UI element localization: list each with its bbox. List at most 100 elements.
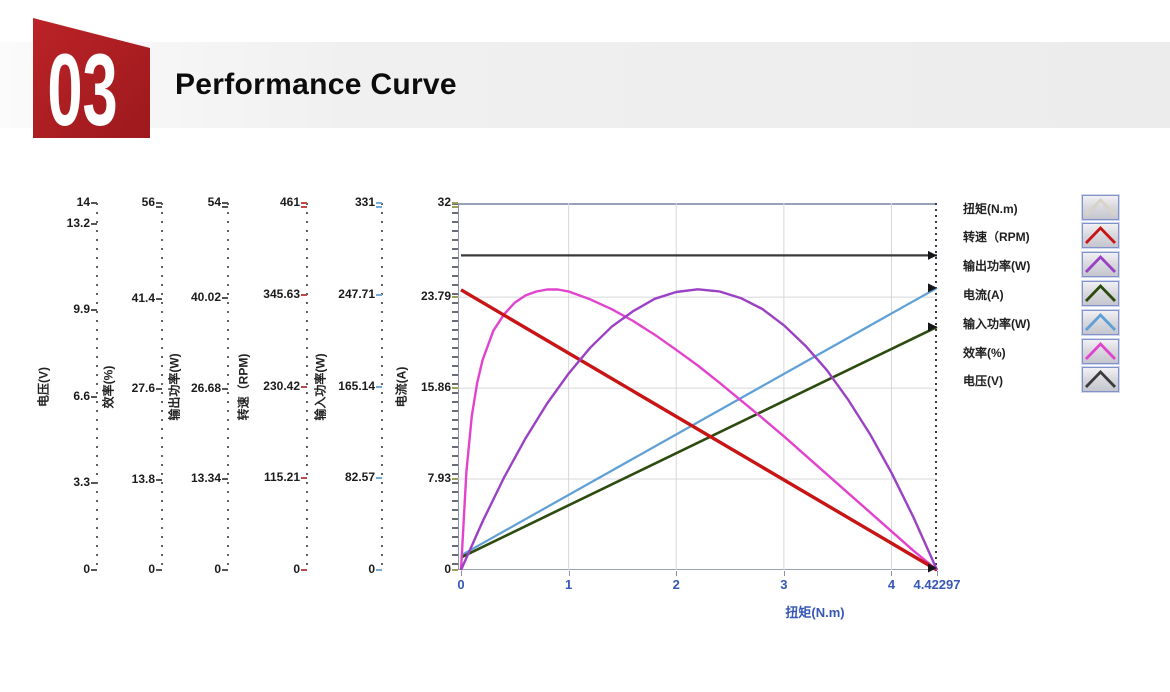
y-tick-mark-speed (301, 202, 307, 204)
y-tick-label-in_power: 82.57 (344, 470, 375, 485)
y-tick-mark-current (452, 296, 458, 299)
legend-item-voltage[interactable]: 电压(V) (953, 366, 1119, 393)
legend-item-current[interactable]: 电流(A) (953, 280, 1119, 307)
series-end-marker (928, 563, 937, 573)
x-tick-mark (676, 571, 678, 576)
y-tick-label-voltage: 0 (83, 562, 90, 576)
x-tick-label: 4.42297 (913, 577, 961, 592)
legend-chevron-out_power (1084, 255, 1117, 274)
y-tick-label-voltage: 13.2 (66, 215, 90, 230)
y-tick-label-in_power: 247.71 (338, 287, 375, 302)
series-end-marker (928, 322, 937, 332)
badge-shape (33, 18, 150, 138)
y-tick-mark-in_power (376, 294, 382, 297)
y-tick-mark-efficiency (156, 206, 162, 208)
y-axis-ticks-current (452, 203, 458, 570)
x-axis-title: 扭矩(N.m) (785, 605, 845, 620)
y-tick-mark-in_power (376, 202, 382, 204)
legend-chevron-icon (1084, 341, 1117, 360)
y-tick-label-voltage: 9.9 (73, 302, 90, 317)
x-tick-mark (891, 571, 893, 576)
legend-chevron-icon (1084, 255, 1117, 274)
y-tick-mark-speed (301, 477, 307, 480)
legend-swatch-in_power[interactable] (1082, 309, 1119, 335)
y-tick-mark-current (452, 387, 458, 390)
y-tick-label-voltage: 6.6 (73, 388, 90, 403)
legend-label-current: 电流(A) (963, 287, 1004, 302)
legend-chevron-icon (1084, 370, 1117, 389)
y-tick-mark-in_power (376, 385, 382, 388)
x-tick-mark (461, 571, 462, 576)
legend-swatch-efficiency[interactable] (1082, 338, 1119, 364)
plot-canvas (458, 203, 939, 573)
x-tick-mark (783, 571, 785, 576)
series-line-efficiency (459, 288, 938, 571)
y-tick-mark-speed (301, 385, 307, 388)
section-header-band (0, 42, 1170, 128)
legend-item-out_power[interactable]: 输出功率(W) (953, 251, 1119, 278)
y-tick-label-current: 32 (437, 195, 451, 209)
legend-swatch-current[interactable] (1082, 280, 1119, 306)
legend-label-voltage: 电压(V) (963, 374, 1003, 389)
legend-chevron-icon (1084, 226, 1117, 245)
legend-label-in_power: 输入功率(W) (963, 316, 1031, 331)
y-tick-mark-efficiency (156, 202, 162, 204)
y-tick-label-speed: 345.63 (263, 286, 300, 301)
y-tick-label-voltage: 14 (76, 195, 90, 209)
series-line-out_power (459, 288, 939, 571)
y-axis-line-out_power (227, 203, 229, 570)
y-tick-label-out_power: 40.02 (190, 290, 221, 304)
y-tick-mark-out_power (222, 202, 228, 204)
series-end-marker (928, 250, 937, 260)
legend-chevron-icon (1084, 312, 1117, 331)
x-tick-label: 0 (457, 577, 465, 592)
y-tick-label-voltage: 3.3 (73, 475, 90, 490)
section-number: 03 (47, 33, 118, 147)
legend-item-efficiency[interactable]: 效率(%) (953, 338, 1119, 365)
x-tick-mark (937, 571, 938, 576)
series-line-speed (460, 288, 938, 572)
y-tick-mark-efficiency (156, 478, 162, 481)
y-tick-mark-speed (301, 206, 307, 208)
y-tick-mark-current (452, 478, 458, 481)
y-tick-label-current: 7.93 (427, 471, 451, 486)
legend-swatch-speed[interactable] (1082, 223, 1119, 249)
y-tick-label-out_power: 54 (207, 195, 221, 209)
legend-swatch-torque[interactable] (1082, 194, 1119, 220)
y-tick-label-current: 23.79 (420, 289, 451, 304)
legend-item-speed[interactable]: 转速（RPM) (953, 222, 1119, 249)
series-end-marker (928, 283, 937, 293)
y-tick-label-efficiency: 56 (141, 195, 155, 209)
legend-label-out_power: 输出功率(W) (963, 259, 1031, 274)
y-tick-mark-efficiency (156, 569, 162, 571)
y-axis-line-efficiency (161, 203, 163, 570)
x-tick-label: 3 (780, 577, 788, 592)
y-tick-label-in_power: 165.14 (338, 378, 375, 393)
legend-swatch-voltage[interactable] (1082, 367, 1119, 393)
y-tick-mark-out_power (222, 297, 228, 299)
y-tick-label-speed: 115.21 (263, 470, 300, 485)
y-tick-mark-voltage (91, 395, 97, 398)
y-tick-mark-voltage (91, 309, 97, 312)
y-tick-label-efficiency: 27.6 (131, 381, 155, 396)
y-tick-label-efficiency: 41.4 (131, 290, 155, 305)
legend-swatch-out_power[interactable] (1082, 252, 1119, 278)
y-axis-line-voltage (96, 203, 98, 570)
legend-item-torque[interactable]: 扭矩(N.m) (953, 194, 1119, 221)
y-tick-label-current: 0 (444, 562, 451, 576)
y-tick-mark-out_power (222, 387, 228, 390)
y-tick-mark-voltage (91, 482, 97, 485)
x-tick-mark (568, 571, 570, 576)
y-tick-label-speed: 0 (293, 562, 300, 576)
y-tick-mark-current (452, 569, 458, 571)
y-tick-mark-current (452, 202, 458, 204)
legend-item-in_power[interactable]: 输入功率(W) (953, 309, 1119, 336)
legend-label-efficiency: 效率(%) (963, 345, 1006, 360)
y-tick-mark-current (452, 206, 458, 208)
legend-chevron-voltage (1084, 370, 1117, 389)
y-axis-line-speed (306, 203, 308, 570)
y-tick-label-efficiency: 13.8 (131, 471, 155, 486)
legend-chevron-efficiency (1084, 341, 1117, 360)
y-tick-label-speed: 230.42 (263, 378, 300, 393)
